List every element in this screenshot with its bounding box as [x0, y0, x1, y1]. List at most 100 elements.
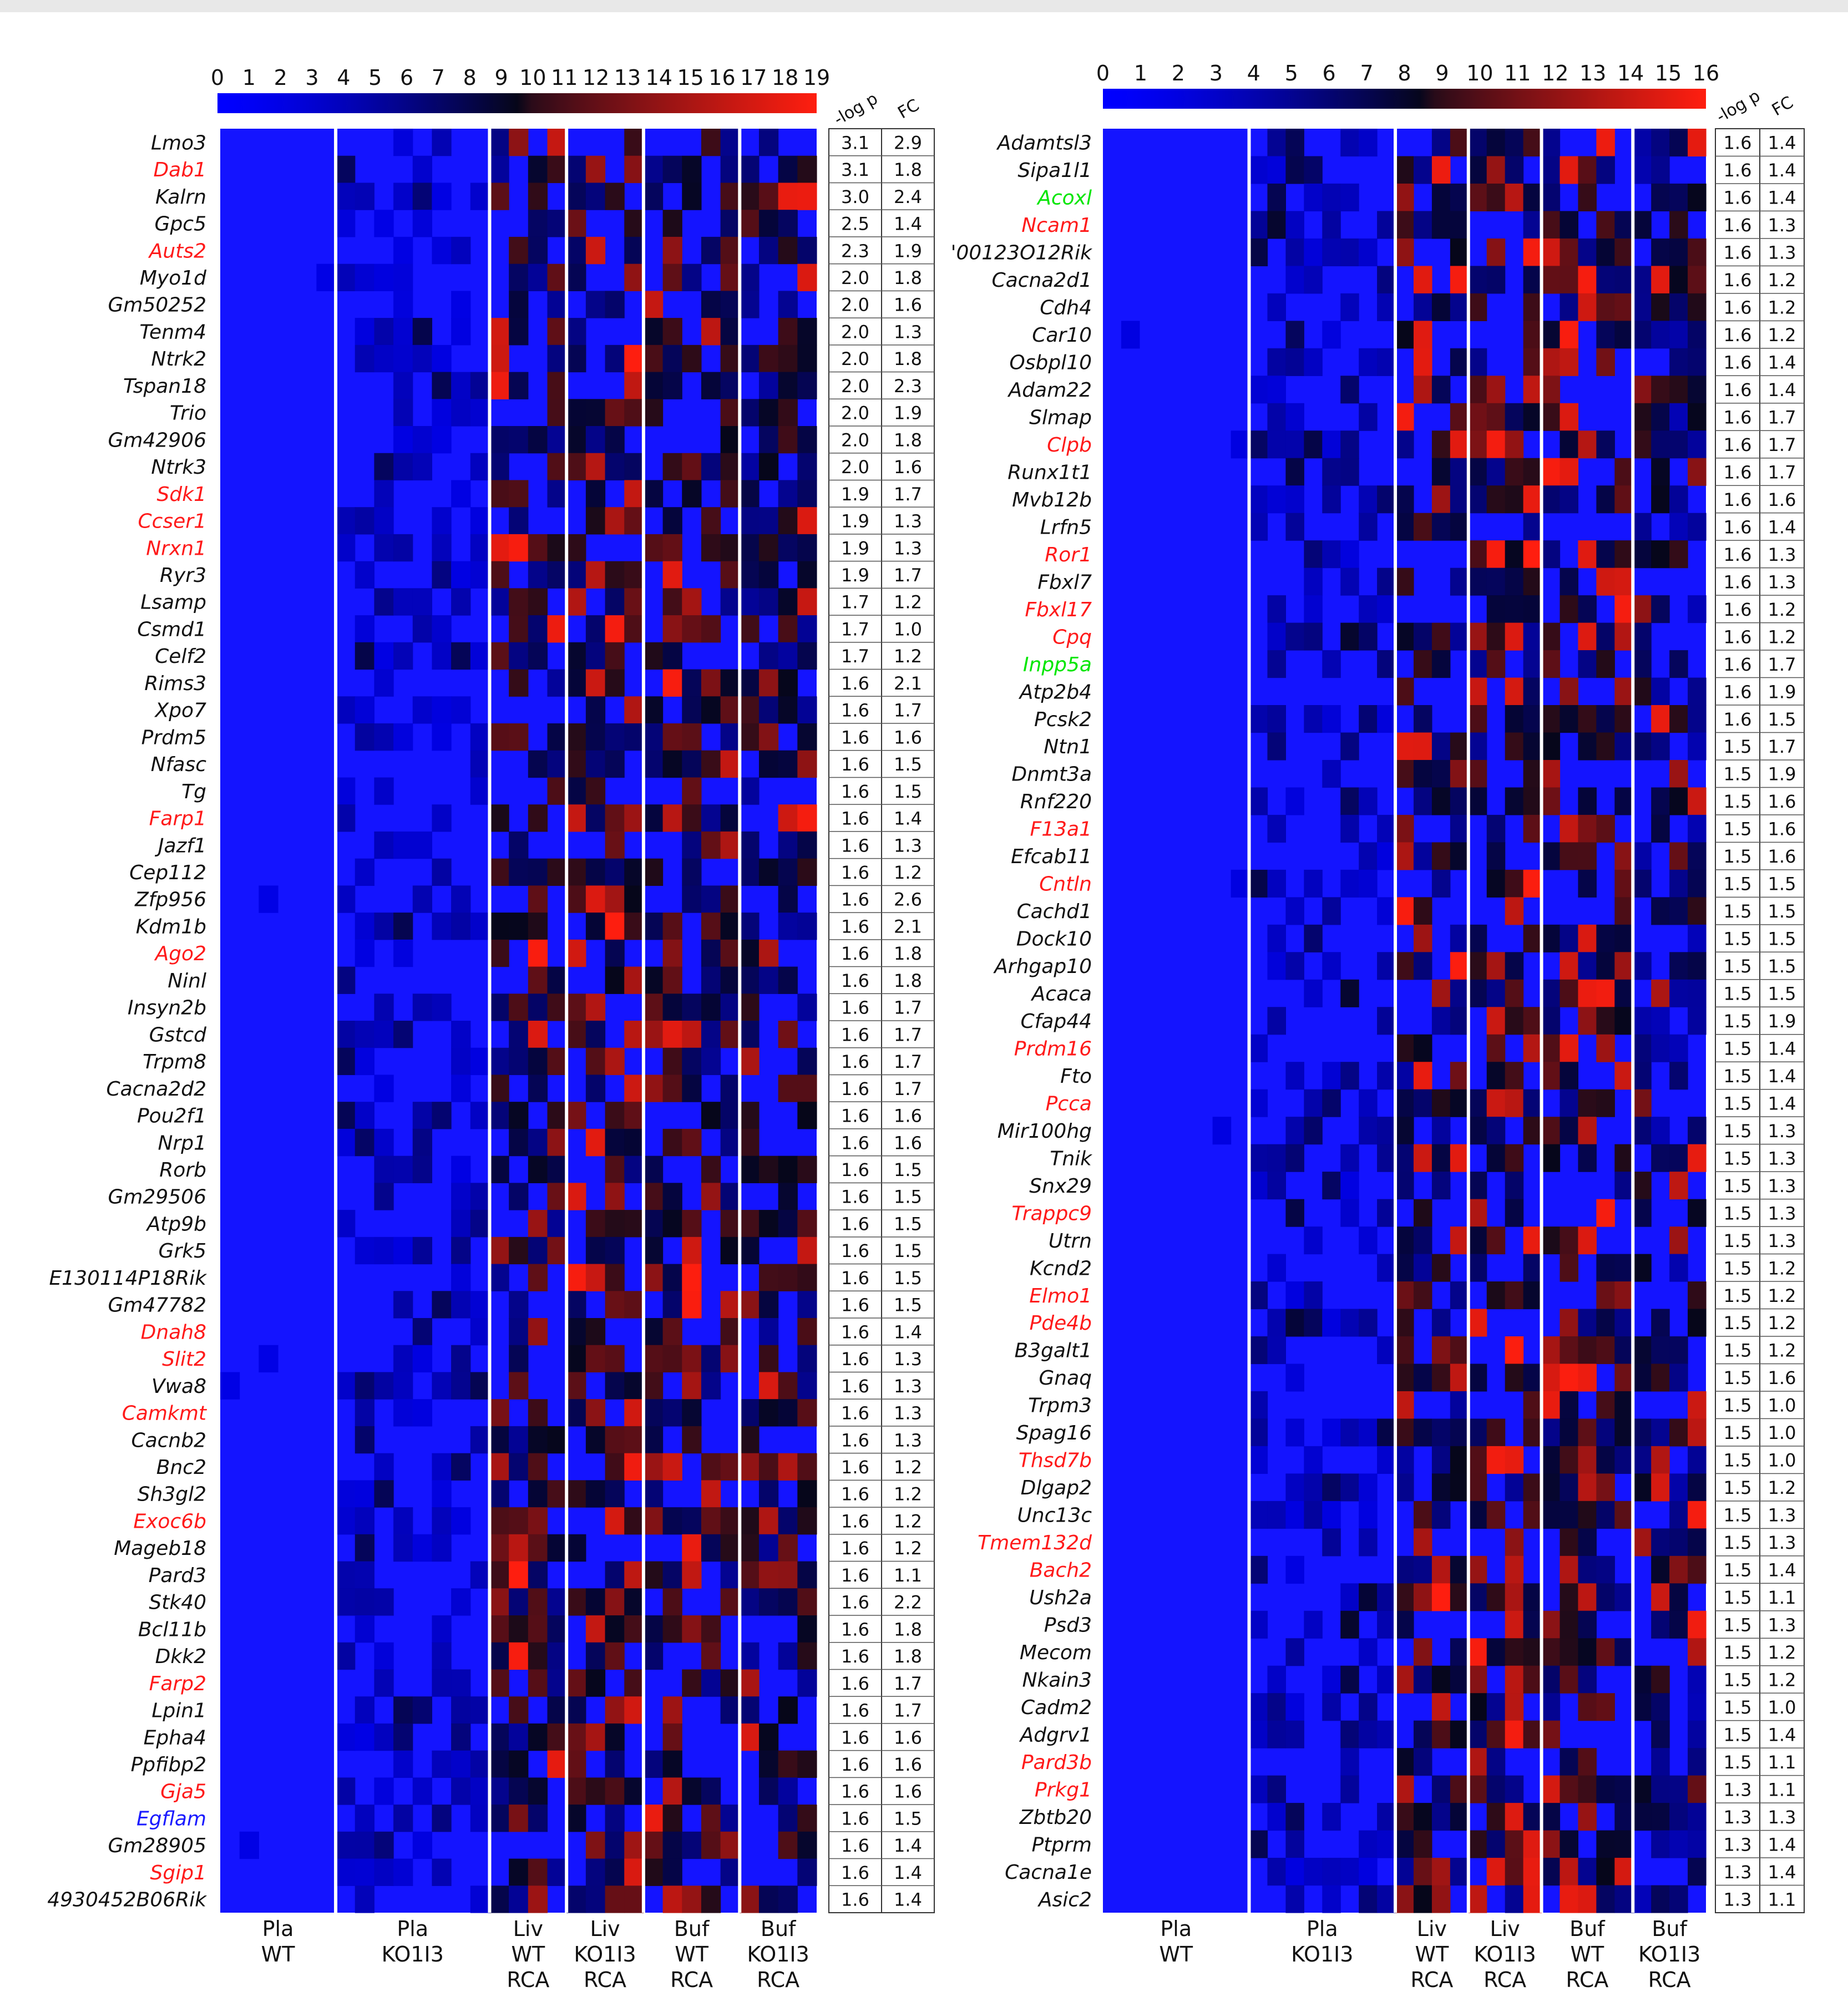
logp-value: 1.6: [841, 1403, 869, 1424]
heatmap-cell: [1395, 759, 1414, 788]
heatmap-cell: [1431, 513, 1451, 541]
heatmap-cell: [393, 291, 413, 318]
heatmap-cell: [412, 831, 433, 859]
heatmap-cell: [355, 1399, 375, 1427]
gene-label: Gm42906: [108, 429, 207, 452]
heatmap-cell: [1395, 952, 1414, 980]
heatmap-cell: [1267, 622, 1286, 651]
fc-value: 1.2: [894, 1484, 922, 1505]
heatmap-cell: [758, 344, 779, 373]
heatmap-cell: [1450, 1226, 1469, 1255]
heatmap-cell: [605, 1102, 625, 1129]
heatmap-cell: [1285, 403, 1304, 431]
heatmap-cell: [1468, 129, 1487, 157]
heatmap-cell: [451, 1047, 471, 1076]
heatmap-cell: [1340, 458, 1359, 486]
heatmap-cell: [432, 399, 452, 427]
heatmap-cell: [1560, 1638, 1579, 1666]
heatmap-cell: [758, 1507, 779, 1535]
heatmap-cell: [489, 183, 509, 210]
heatmap-cell: [1413, 1858, 1432, 1886]
heatmap-cell: [432, 507, 452, 535]
heatmap-cell: [720, 1453, 740, 1481]
gene-label: Prdm5: [141, 726, 206, 749]
heatmap-cell: [1468, 1501, 1487, 1529]
heatmap-cell: [662, 750, 682, 778]
heatmap-cell: [489, 858, 509, 886]
heatmap-cell: [1322, 1062, 1341, 1090]
logp-value: 1.5: [1724, 1175, 1752, 1197]
fc-value: 1.4: [1768, 352, 1796, 373]
heatmap-cell: [701, 1453, 721, 1481]
heatmap-cell: [509, 1507, 529, 1535]
group-label: Buf: [1569, 1917, 1606, 1941]
heatmap-cell: [1395, 1583, 1414, 1611]
heatmap-cell: [1633, 732, 1652, 761]
heatmap-cell: [1249, 1446, 1268, 1474]
heatmap-cell: [1267, 1665, 1286, 1694]
colorbar-tick-label: 4: [1247, 61, 1260, 85]
heatmap-cell: [1541, 458, 1561, 486]
heatmap-cell: [1633, 1172, 1652, 1200]
heatmap-cell: [797, 696, 817, 724]
heatmap-cell: [489, 1264, 509, 1291]
heatmap-cell: [1285, 348, 1304, 376]
heatmap-cell: [1505, 1446, 1524, 1474]
heatmap-cell: [797, 318, 817, 346]
heatmap-cell: [1505, 1638, 1524, 1666]
heatmap-cell: [720, 1696, 740, 1724]
heatmap-cell: [662, 966, 682, 994]
fc-header: FC: [1769, 93, 1797, 120]
heatmap-cell: [393, 1372, 413, 1400]
heatmap-cell: [1486, 129, 1506, 157]
heatmap-cell: [720, 939, 740, 967]
heatmap-cell: [605, 642, 625, 670]
heatmap-cell: [509, 1345, 529, 1373]
heatmap-cell: [1322, 705, 1341, 733]
heatmap-cell: [1359, 1693, 1378, 1721]
heatmap-cell: [374, 1669, 394, 1697]
group-label: Buf: [1652, 1917, 1688, 1941]
logp-value: 1.6: [841, 1646, 869, 1667]
heatmap-cell: [566, 1102, 586, 1129]
heatmap-cell: [1523, 1665, 1542, 1694]
heatmap-cell: [1541, 1610, 1561, 1639]
heatmap-cell: [585, 1128, 606, 1157]
heatmap-cell: [1395, 1391, 1414, 1420]
heatmap-cell: [1377, 1830, 1396, 1858]
heatmap-cell: [432, 1858, 452, 1886]
heatmap-cell: [1596, 1885, 1615, 1913]
heatmap-cell: [1596, 814, 1615, 843]
heatmap-cell: [1578, 540, 1597, 569]
heatmap-cell: [1486, 238, 1506, 266]
heatmap-cell: [585, 1588, 606, 1616]
heatmap-cell: [1651, 979, 1670, 1007]
gene-label: Farp1: [149, 808, 206, 830]
heatmap-cell: [605, 1696, 625, 1724]
heatmap-cell: [470, 1750, 490, 1778]
heatmap-cell: [1486, 540, 1506, 569]
colorbar-tick-label: 6: [400, 65, 413, 90]
logp-value: 1.6: [1724, 434, 1752, 455]
heatmap-cell: [1688, 1638, 1707, 1666]
heatmap-cell: [1322, 238, 1341, 266]
heatmap-cell: [470, 1805, 490, 1832]
heatmap-cell: [1249, 211, 1268, 239]
heatmap-cell: [585, 291, 606, 318]
heatmap-cell: [1267, 183, 1286, 212]
heatmap-cell: [720, 750, 740, 778]
heatmap-cell: [1413, 1501, 1432, 1529]
heatmap-cell: [682, 1534, 702, 1562]
heatmap-cell: [797, 561, 817, 589]
gene-label: Rims3: [144, 672, 206, 695]
heatmap-cell: [1395, 513, 1414, 541]
heatmap-cell: [797, 372, 817, 399]
heatmap-cell: [1377, 1117, 1396, 1145]
heatmap-cell: [797, 1372, 817, 1400]
heatmap-cell: [643, 183, 664, 210]
logp-value: 1.5: [1724, 1395, 1752, 1416]
heatmap-cells-right: [1121, 129, 1707, 1913]
heatmap-cell: [1322, 1418, 1341, 1447]
heatmap-cell: [1596, 1254, 1615, 1282]
heatmap-cell: [1688, 595, 1707, 624]
